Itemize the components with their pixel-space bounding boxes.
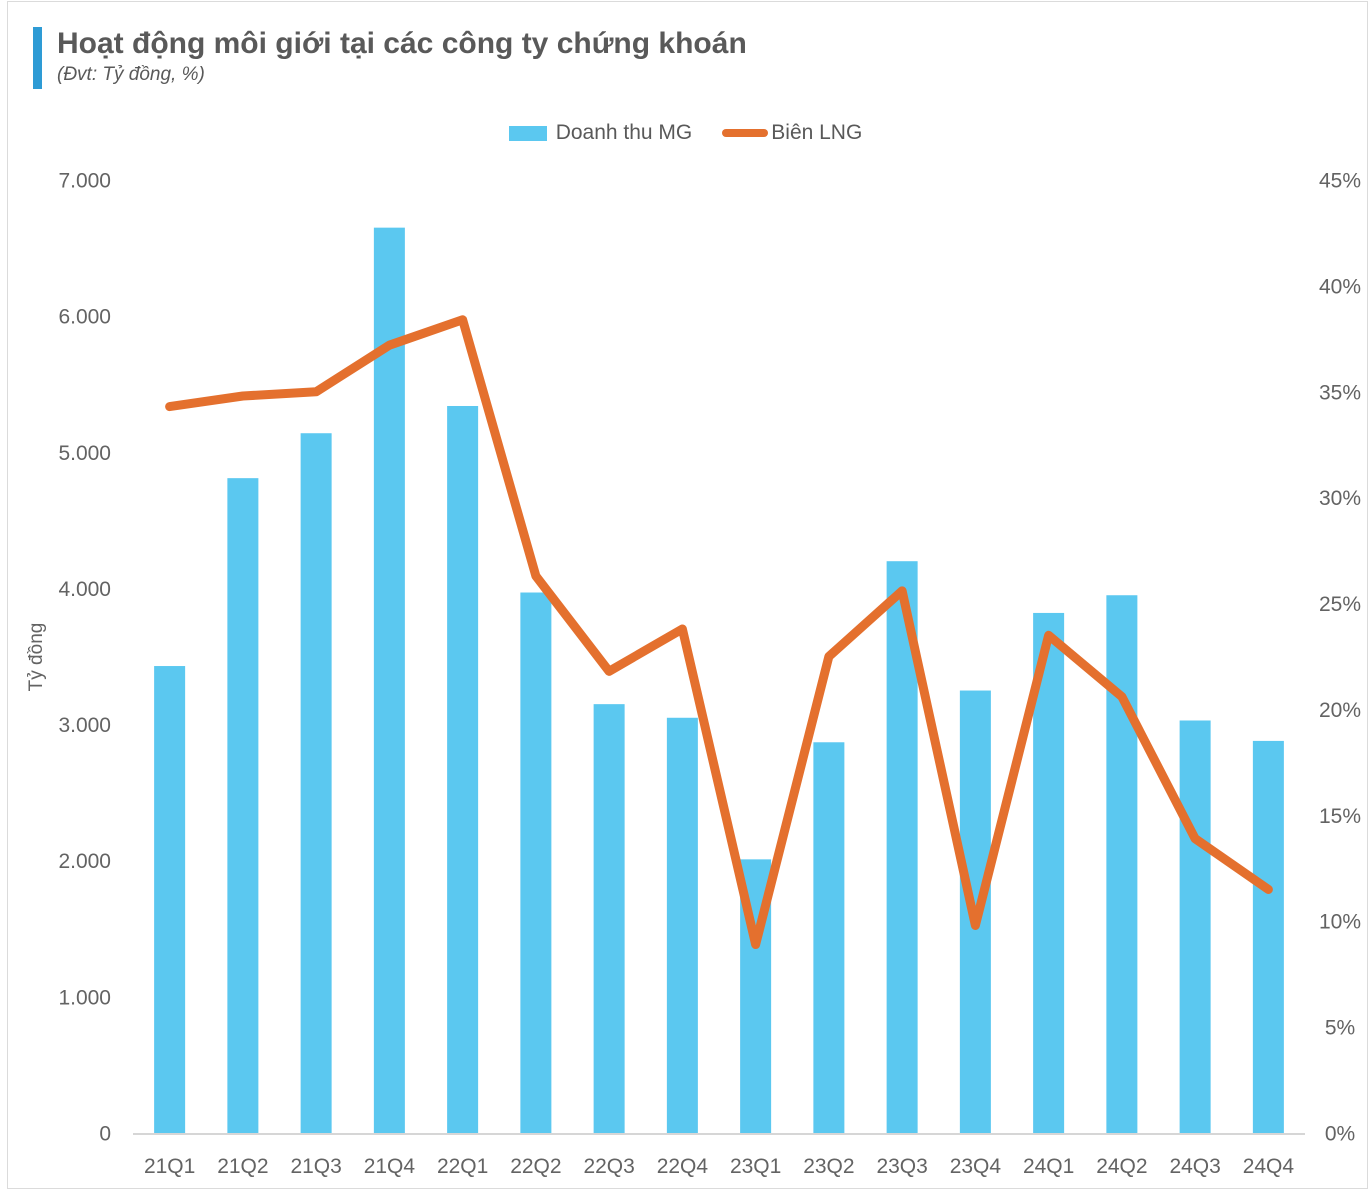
x-axis-label-21Q2: 21Q2	[217, 1155, 268, 1178]
bar-24Q4	[1252, 740, 1284, 1133]
bar-22Q1	[447, 405, 479, 1133]
bar-24Q3	[1179, 720, 1211, 1133]
x-axis-label-24Q2: 24Q2	[1096, 1155, 1147, 1178]
bar-21Q2	[227, 478, 259, 1134]
title-accent-bar	[33, 27, 42, 89]
chart-header: Hoạt động môi giới tại các công ty chứng…	[33, 27, 747, 89]
bar-22Q3	[593, 704, 625, 1133]
left-axis-tick-label: 0	[99, 1123, 111, 1146]
right-axis-tick-label: 40%	[1319, 275, 1361, 298]
bar-21Q3	[300, 433, 332, 1133]
x-axis-label-21Q4: 21Q4	[364, 1155, 416, 1178]
right-axis-tick-label: 45%	[1319, 170, 1361, 193]
legend-bar-swatch	[508, 125, 547, 141]
right-axis-tick-label: 35%	[1319, 381, 1361, 404]
left-axis-tick-label: 4.000	[58, 578, 111, 601]
left-axis-tick-label: 5.000	[58, 442, 111, 465]
x-axis-label-22Q4: 22Q4	[657, 1155, 709, 1178]
bar-22Q4	[666, 717, 698, 1133]
x-axis-label-22Q3: 22Q3	[583, 1155, 634, 1178]
bar-23Q2	[813, 742, 845, 1133]
x-axis-label-24Q1: 24Q1	[1023, 1155, 1074, 1178]
bar-21Q1	[154, 666, 186, 1133]
bar-21Q4	[373, 227, 405, 1133]
left-axis-tick-label: 2.000	[58, 850, 111, 873]
bar-24Q1	[1033, 612, 1065, 1133]
right-axis-tick-label: 25%	[1319, 593, 1361, 616]
page-title: Hoạt động môi giới tại các công ty chứng…	[57, 27, 747, 60]
legend-line-label: Biên LNG	[771, 121, 863, 144]
x-axis-label-21Q3: 21Q3	[290, 1155, 341, 1178]
left-axis-title: Tỷ đồng	[26, 623, 47, 692]
bar-22Q2	[520, 592, 552, 1133]
x-axis-label-22Q2: 22Q2	[510, 1155, 561, 1178]
left-axis-tick-label: 3.000	[58, 714, 111, 737]
legend-line-swatch	[722, 129, 769, 137]
x-axis-label-22Q1: 22Q1	[437, 1155, 488, 1178]
x-axis-label-23Q3: 23Q3	[876, 1155, 927, 1178]
right-axis-tick-label: 5%	[1325, 1017, 1355, 1040]
page-subtitle: (Đvt: Tỷ đồng, %)	[57, 63, 205, 85]
x-axis-label-23Q1: 23Q1	[730, 1155, 781, 1178]
right-axis-tick-label: 0%	[1325, 1123, 1355, 1146]
margin-line	[165, 315, 1273, 950]
right-axis-tick-label: 10%	[1319, 911, 1361, 934]
bar-24Q2	[1106, 595, 1138, 1133]
x-axis-label-24Q3: 24Q3	[1169, 1155, 1220, 1178]
left-axis-tick-label: 1.000	[58, 986, 111, 1009]
x-axis-label-23Q2: 23Q2	[803, 1155, 854, 1178]
x-axis-label-21Q1: 21Q1	[144, 1155, 195, 1178]
legend-item-doanh-thu: Doanh thu MG	[508, 121, 693, 145]
x-axis-label-24Q4: 24Q4	[1243, 1155, 1295, 1178]
x-axis-label-23Q4: 23Q4	[950, 1155, 1002, 1178]
legend-item-bien-lng: Biên LNG	[722, 121, 862, 145]
legend-bar-label: Doanh thu MG	[555, 121, 693, 144]
left-axis-tick-label: 7.000	[58, 170, 111, 193]
right-axis-tick-label: 20%	[1319, 699, 1361, 722]
right-axis-tick-label: 30%	[1319, 487, 1361, 510]
left-axis-tick-label: 6.000	[58, 306, 111, 329]
chart-legend: Doanh thu MG Biên LNG	[0, 118, 1371, 148]
right-axis-tick-label: 15%	[1319, 805, 1361, 828]
